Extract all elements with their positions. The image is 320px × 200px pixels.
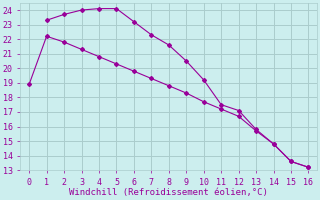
X-axis label: Windchill (Refroidissement éolien,°C): Windchill (Refroidissement éolien,°C) — [69, 188, 268, 197]
